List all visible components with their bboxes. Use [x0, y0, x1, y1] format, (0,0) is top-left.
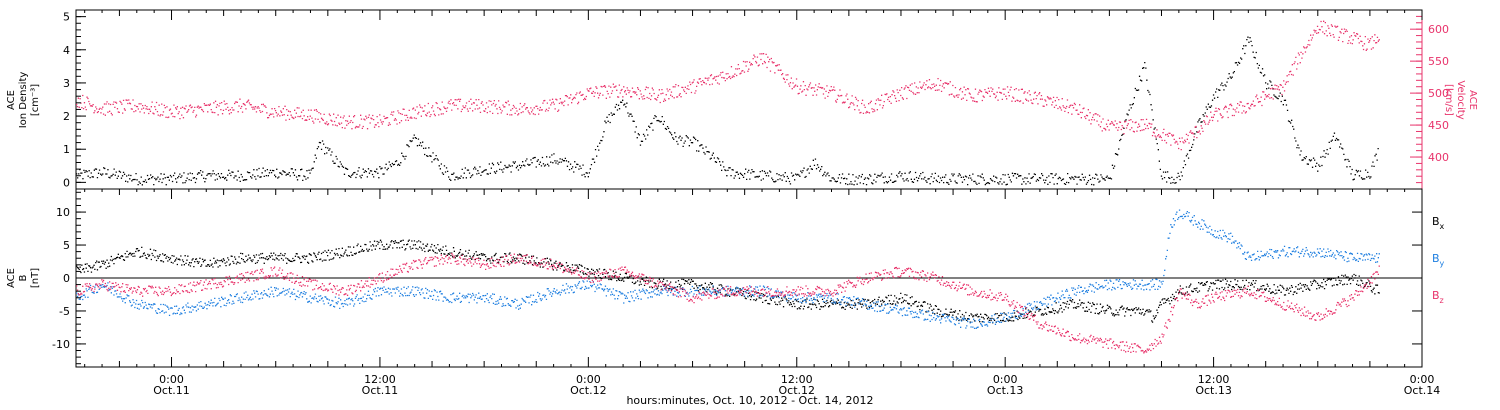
x-tick-date: Oct.11 — [153, 384, 190, 397]
density-tick-label: 0 — [63, 176, 70, 189]
density-tick-label: 1 — [63, 143, 70, 156]
b-axis-title-line1: ACE — [6, 268, 17, 288]
x-tick-date: Oct.13 — [1195, 384, 1232, 397]
density-tick-label: 3 — [63, 77, 70, 90]
b-tick-label: 5 — [63, 239, 70, 252]
x-tick-date: Oct.13 — [987, 384, 1024, 397]
b-tick-label: 0 — [63, 272, 70, 285]
series-Bx-points — [76, 239, 1380, 324]
velocity-tick-label: 450 — [1428, 119, 1449, 132]
x-tick-time: 0:00 — [576, 373, 601, 386]
legend-symbol: B — [1432, 252, 1440, 265]
density-axis-title-line1: ACE — [6, 90, 17, 110]
bottom-panel-series — [76, 209, 1380, 354]
legend-subscript: x — [1440, 222, 1445, 231]
top-panel-series — [76, 20, 1380, 186]
legend-Bx: Bx — [1432, 215, 1445, 231]
series-Bz-points — [76, 252, 1380, 354]
series-By-points — [76, 209, 1380, 330]
ion-density-axis: 0 1 2 3 4 5 — [63, 11, 86, 190]
x-tick-time: 0:00 — [159, 373, 184, 386]
series-left-points — [76, 36, 1379, 186]
b-axis-title-line3: [nT] — [30, 268, 41, 288]
b-tick-label: 10 — [56, 206, 70, 219]
velocity-axis-title-line2: Velocity — [1455, 80, 1466, 119]
b-field-axis: -10 -5 0 5 10 — [52, 191, 1422, 365]
density-tick-label: 2 — [63, 110, 70, 123]
density-tick-label: 5 — [63, 11, 70, 24]
x-tick-time: 12:00 — [1198, 373, 1230, 386]
velocity-axis-title-line1: ACE — [1467, 90, 1478, 110]
x-tick-time: 12:00 — [781, 373, 813, 386]
legend-Bz: Bz — [1432, 289, 1444, 305]
legend-symbol: B — [1432, 215, 1440, 228]
velocity-axis-title-line3: [km/s] — [1443, 84, 1454, 116]
velocity-tick-label: 550 — [1428, 55, 1449, 68]
b-axis-title-line2: B — [18, 274, 29, 281]
b-tick-label: -10 — [52, 338, 70, 351]
density-axis-title-line3: [cm⁻³] — [30, 84, 41, 116]
x-tick-time: 0:00 — [993, 373, 1018, 386]
b-tick-label: -5 — [59, 305, 70, 318]
density-velocity-panel: 0 1 2 3 4 5 400 450 500 550 600 ACE Ion Density [… — [6, 9, 1478, 190]
legend-subscript: z — [1440, 296, 1444, 305]
x-axis-title: hours:minutes, Oct. 10, 2012 - Oct. 14, … — [626, 394, 873, 407]
density-tick-label: 4 — [63, 44, 70, 57]
density-axis-title-line2: Ion Density — [18, 72, 29, 129]
velocity-tick-label: 400 — [1428, 151, 1449, 164]
x-tick-time: 12:00 — [364, 373, 396, 386]
x-tick-date: Oct.12 — [779, 384, 816, 397]
legend-By: By — [1432, 252, 1445, 268]
x-tick-date: Oct.12 — [570, 384, 607, 397]
time-axis: 0:00Oct.1112:00Oct.110:00Oct.1212:00Oct.… — [84, 10, 1441, 397]
top-panel-frame — [75, 9, 1423, 190]
legend-subscript: y — [1440, 259, 1445, 268]
velocity-tick-label: 600 — [1428, 23, 1449, 36]
series-right-points — [76, 20, 1380, 151]
legend-symbol: B — [1432, 289, 1440, 302]
x-tick-date: Oct.14 — [1404, 384, 1441, 397]
velocity-axis: 400 450 500 550 600 — [1410, 10, 1449, 189]
x-tick-time: 0:00 — [1410, 373, 1435, 386]
velocity-tick-label: 500 — [1428, 87, 1449, 100]
x-tick-date: Oct.11 — [362, 384, 399, 397]
